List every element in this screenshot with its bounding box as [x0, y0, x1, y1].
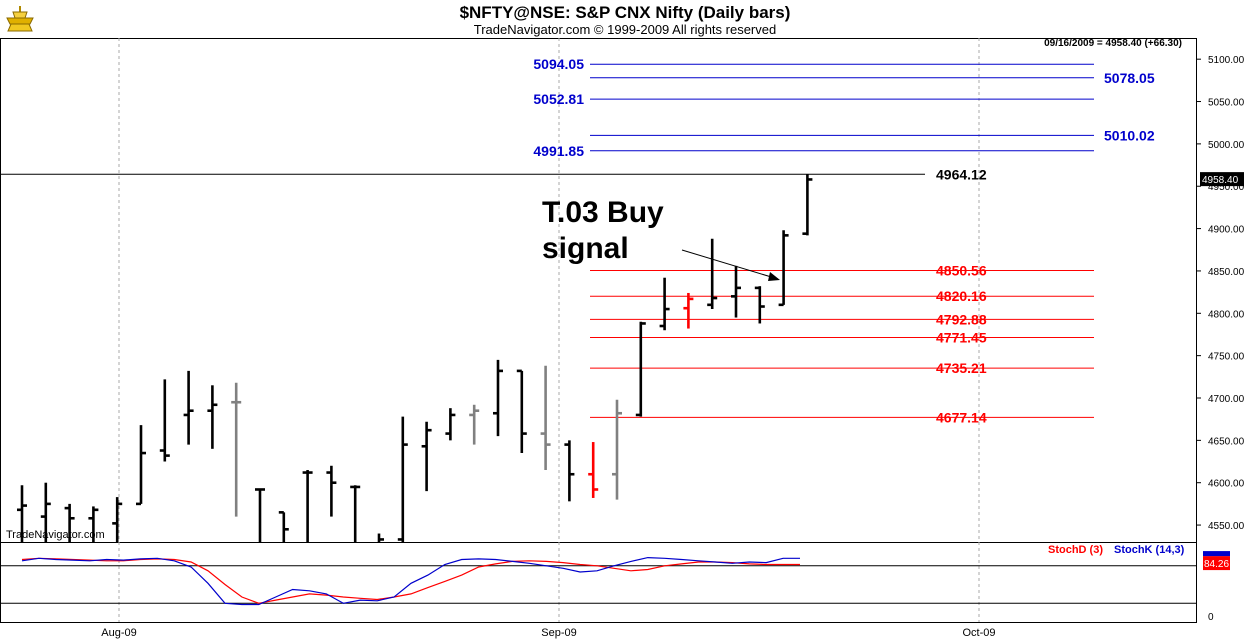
y-tick-label: 4650.00 — [1208, 436, 1245, 447]
last-price-box — [1200, 172, 1244, 187]
ohlc-bar — [136, 425, 146, 506]
ohlc-bar — [326, 465, 337, 517]
stoch-panel-frame — [0, 542, 1197, 623]
ohlc-bar — [683, 292, 694, 329]
buy-signal-annotation-line2: signal — [542, 232, 629, 265]
last-quote-text: 09/16/2009 = 4958.40 (+66.30) — [1044, 38, 1182, 49]
ohlc-bar — [540, 365, 551, 470]
y-tick-label: 4700.00 — [1208, 394, 1245, 405]
stoch-value-label: 84.26 — [1204, 559, 1229, 570]
price-panel-frame — [0, 38, 1197, 543]
copyright-text: TradeNavigator.com © 1999-2009 All right… — [473, 22, 777, 37]
ohlc-bar — [445, 408, 456, 441]
ohlc-bar — [802, 174, 813, 236]
ohlc-bar — [516, 369, 527, 454]
ohlc-bar — [469, 404, 480, 445]
stoch-k-value-box — [1203, 551, 1230, 557]
ohlc-bar — [778, 230, 789, 307]
ohlc-bar — [707, 238, 718, 310]
ohlc-bar — [302, 470, 313, 542]
level-label: 4991.85 — [533, 143, 584, 159]
ohlc-bar — [612, 399, 622, 500]
y-tick-label: 4800.00 — [1208, 309, 1245, 320]
ohlc-bar — [64, 503, 75, 542]
y-tick-label: 4750.00 — [1208, 352, 1245, 363]
level-label: 5010.02 — [1104, 127, 1155, 143]
x-tick-label: Sep-09 — [541, 627, 576, 639]
ohlc-bar — [397, 416, 408, 542]
stoch-legend-k: StochK (14,3) — [1114, 544, 1185, 556]
ohlc-bar — [350, 485, 361, 542]
level-label: 4735.21 — [936, 360, 987, 376]
level-label: 4964.12 — [936, 166, 987, 182]
ohlc-bar — [659, 277, 670, 331]
ohlc-bar — [493, 359, 503, 437]
x-tick-label: Oct-09 — [962, 627, 995, 639]
buy-signal-annotation-line1: T.03 Buy — [542, 196, 664, 229]
level-label: 5094.05 — [533, 56, 584, 72]
ohlc-bar — [88, 506, 99, 542]
ohlc-bar — [731, 265, 741, 318]
last-price-label: 4958.40 — [1202, 175, 1239, 186]
y-tick-label: 4950.00 — [1208, 182, 1245, 193]
ohlc-bar — [17, 485, 27, 542]
chart-header: $NFTY@NSE: S&P CNX Nifty (Daily bars) Tr… — [0, 0, 1250, 38]
stoch-series-line — [21, 556, 800, 606]
level-label: 4677.14 — [936, 409, 987, 425]
ohlc-bar — [40, 482, 51, 542]
watermark-text: TradeNavigator.com — [6, 529, 105, 541]
ohlc-bar — [377, 533, 384, 542]
ohlc-bar — [278, 511, 289, 542]
ohlc-bar — [183, 370, 194, 445]
level-label: 5078.05 — [1104, 70, 1155, 86]
level-label: 4850.56 — [936, 262, 987, 278]
y-tick-label: 5000.00 — [1208, 140, 1245, 151]
stoch-y-tick-label: 0 — [1208, 612, 1214, 623]
ohlc-bar — [754, 286, 765, 324]
y-tick-label: 4600.00 — [1208, 479, 1245, 490]
stoch-value-box — [1203, 556, 1230, 571]
ohlc-bar — [112, 497, 123, 542]
y-tick-label: 4900.00 — [1208, 225, 1245, 236]
y-tick-label: 4850.00 — [1208, 267, 1245, 278]
level-label: 4771.45 — [936, 329, 987, 345]
annotation-arrow-head — [768, 272, 780, 281]
x-tick-label: Aug-09 — [101, 627, 136, 639]
ohlc-bar — [231, 382, 242, 517]
level-label: 4820.16 — [936, 288, 987, 304]
ohlc-bar — [255, 488, 265, 542]
ohlc-bar — [564, 440, 575, 502]
level-label: 4792.88 — [936, 311, 987, 327]
ohlc-bar — [207, 385, 218, 449]
level-label: 5052.81 — [533, 91, 584, 107]
chart-title: $NFTY@NSE: S&P CNX Nifty (Daily bars) — [459, 3, 791, 22]
ohlc-bar — [421, 421, 432, 492]
ohlc-bar — [159, 379, 170, 462]
y-tick-label: 4550.00 — [1208, 521, 1245, 532]
y-tick-label: 5100.00 — [1208, 55, 1245, 66]
ohlc-bar — [635, 321, 646, 417]
annotation-arrow-line — [681, 249, 779, 280]
trade-navigator-logo-icon — [3, 4, 37, 34]
ohlc-bar — [588, 442, 599, 498]
stoch-series-line — [21, 557, 800, 604]
y-tick-label: 5050.00 — [1208, 98, 1245, 109]
stoch-legend-d: StochD (3) — [1048, 544, 1103, 556]
